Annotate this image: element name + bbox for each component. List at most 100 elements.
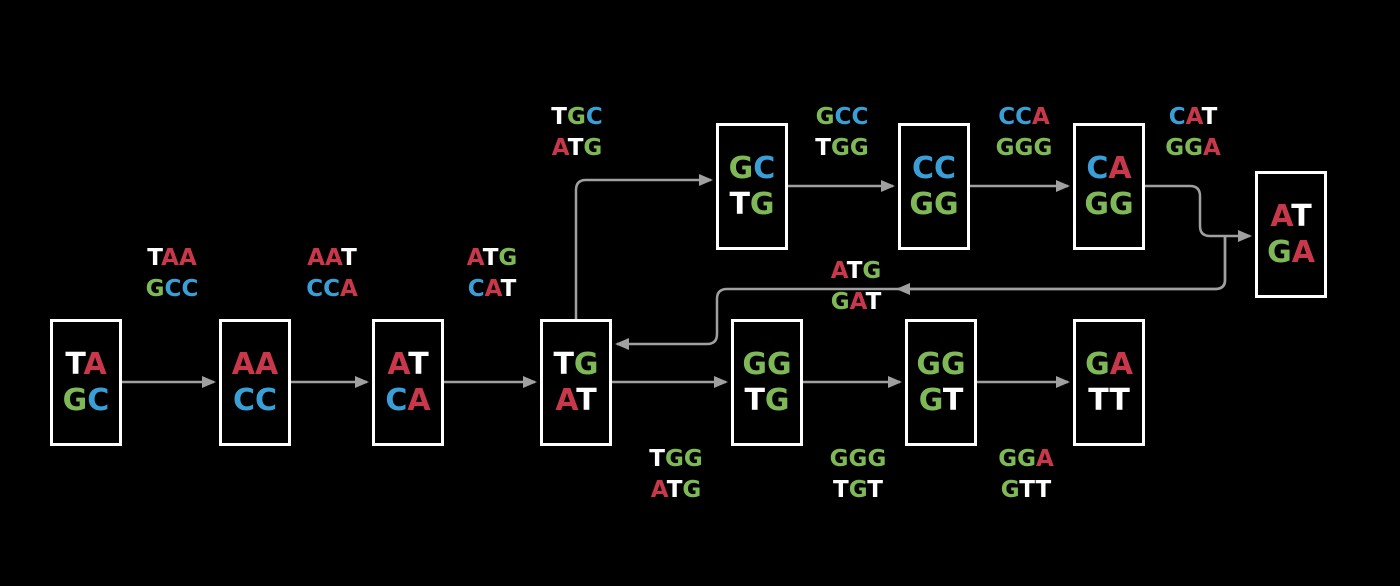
node-n5: GC TG <box>716 123 788 250</box>
base-c: C <box>912 151 934 186</box>
base-g: G <box>1267 235 1292 270</box>
edge-label-n4-n9: TGG ATG <box>640 444 712 506</box>
base-a: A <box>467 245 483 271</box>
node-top-strand: AT <box>1270 199 1311 235</box>
edge-label-top-strand: GGG <box>822 444 894 475</box>
base-g: G <box>1184 135 1203 161</box>
base-g: G <box>729 151 754 186</box>
base-c: C <box>233 383 255 418</box>
edge-label-n7-n8: CAT GGA <box>1157 102 1229 164</box>
base-a: A <box>161 245 179 271</box>
base-g: G <box>850 135 869 161</box>
node-bottom-strand: TG <box>729 187 774 223</box>
node-bottom-strand: CC <box>233 383 277 419</box>
base-g: G <box>1015 135 1034 161</box>
node-top-strand: CC <box>912 151 956 187</box>
base-g: G <box>934 187 959 222</box>
base-g: G <box>1085 347 1110 382</box>
base-g: G <box>996 135 1015 161</box>
base-g: G <box>1165 135 1184 161</box>
node-top-strand: AT <box>387 347 428 383</box>
node-top-strand: GG <box>916 347 965 383</box>
base-a: A <box>1203 135 1221 161</box>
edge-label-bottom-strand: GGG <box>988 133 1060 164</box>
base-t: T <box>1019 477 1035 503</box>
base-t: T <box>1036 477 1052 503</box>
base-c: C <box>87 383 109 418</box>
base-t: T <box>1088 383 1109 418</box>
base-g: G <box>665 446 684 472</box>
base-a: A <box>1032 104 1050 130</box>
base-a: A <box>307 245 325 271</box>
base-g: G <box>830 446 849 472</box>
base-c: C <box>1015 104 1032 130</box>
base-g: G <box>849 446 868 472</box>
base-t: T <box>729 187 749 222</box>
edge-label-n8-n4: ATG GAT <box>820 256 892 318</box>
base-t: T <box>847 258 863 284</box>
base-g: G <box>1001 477 1019 503</box>
node-n9: GG TG <box>731 319 803 446</box>
base-g: G <box>567 104 586 130</box>
edge-label-bottom-strand: GTT <box>990 475 1062 506</box>
base-c: C <box>385 383 407 418</box>
edge-label-n9-n10: GGG TGT <box>822 444 894 506</box>
base-g: G <box>941 347 966 382</box>
edge-label-n2-n3: AAT CCA <box>296 243 368 305</box>
base-g: G <box>919 383 943 418</box>
node-top-strand: GA <box>1085 347 1133 383</box>
base-a: A <box>407 383 430 418</box>
base-t: T <box>943 383 963 418</box>
base-g: G <box>862 258 881 284</box>
base-t: T <box>147 245 161 271</box>
edge-label-bottom-strand: CCA <box>296 274 368 305</box>
edge-label-top-strand: ATG <box>820 256 892 287</box>
base-g: G <box>63 383 88 418</box>
base-g: G <box>1084 187 1109 222</box>
base-a: A <box>1292 235 1315 270</box>
base-t: T <box>866 289 882 315</box>
edge-label-top-strand: TGG <box>640 444 712 475</box>
edge-label-top-strand: CCA <box>988 102 1060 133</box>
base-g: G <box>916 347 941 382</box>
edge-label-bottom-strand: GCC <box>136 274 208 305</box>
edge-label-n4-n5: TGC ATG <box>541 102 613 164</box>
node-bottom-strand: TT <box>1088 383 1130 419</box>
node-n10: GG GT <box>905 319 977 446</box>
base-g: G <box>831 135 850 161</box>
base-t: T <box>568 135 584 161</box>
node-n4: TG AT <box>540 319 612 446</box>
base-a: A <box>325 245 341 271</box>
base-a: A <box>1108 151 1131 186</box>
node-bottom-strand: GG <box>1084 187 1133 223</box>
base-g: G <box>574 347 599 382</box>
edge-label-bottom-strand: GAT <box>820 287 892 318</box>
base-c: C <box>835 104 852 130</box>
edge-label-top-strand: ATG <box>456 243 528 274</box>
base-t: T <box>501 276 517 302</box>
node-top-strand: GG <box>742 347 791 383</box>
node-n3: AT CA <box>372 319 444 446</box>
edge-label-n10-n11: GGA GTT <box>990 444 1062 506</box>
base-t: T <box>1291 199 1311 234</box>
base-a: A <box>179 245 197 271</box>
base-g: G <box>1017 446 1036 472</box>
base-c: C <box>1086 151 1108 186</box>
base-c: C <box>934 151 956 186</box>
base-t: T <box>483 245 499 271</box>
base-a: A <box>1186 104 1202 130</box>
base-c: C <box>255 383 277 418</box>
edge-label-bottom-strand: TGG <box>806 133 878 164</box>
base-g: G <box>998 446 1017 472</box>
base-t: T <box>551 104 567 130</box>
base-t: T <box>576 383 596 418</box>
base-g: G <box>909 187 934 222</box>
edge-n7-n8 <box>1145 186 1250 236</box>
base-t: T <box>1202 104 1218 130</box>
edge-label-top-strand: GGA <box>990 444 1062 475</box>
base-t: T <box>408 347 428 382</box>
base-t: T <box>815 135 831 161</box>
base-c: C <box>586 104 603 130</box>
base-g: G <box>750 187 775 222</box>
